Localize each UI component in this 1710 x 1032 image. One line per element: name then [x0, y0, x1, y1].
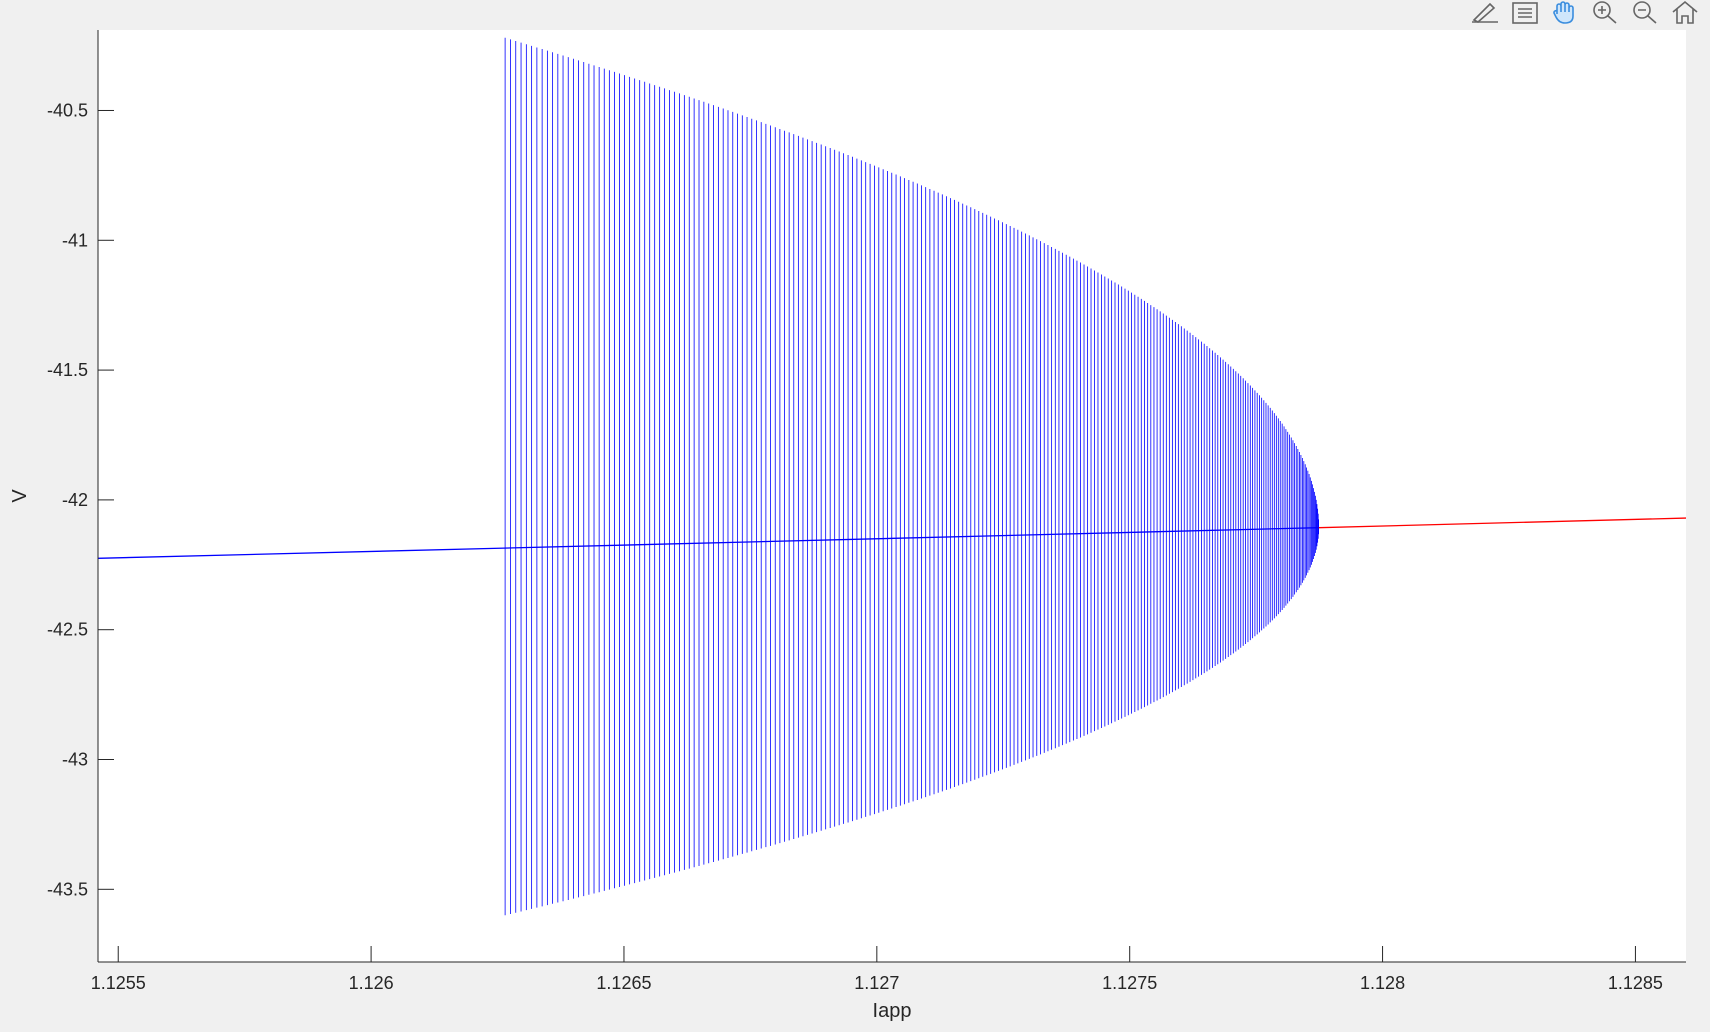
brush-icon — [1472, 2, 1498, 23]
y-axis-label: V — [9, 489, 31, 503]
x-tick-label: 1.128 — [1360, 973, 1405, 993]
pan-hand-icon — [1553, 1, 1574, 24]
x-tick-label: 1.126 — [349, 973, 394, 993]
zoom-in-icon — [1593, 1, 1617, 24]
y-tick-label: -40.5 — [47, 100, 88, 120]
stable-branch-line — [97, 527, 1319, 559]
chart-marks — [97, 37, 1687, 916]
x-tick-label: 1.127 — [854, 973, 899, 993]
home-tool[interactable] — [1666, 0, 1704, 26]
y-tick-label: -42 — [62, 490, 88, 510]
y-tick-label: -41 — [62, 230, 88, 250]
y-tick-label: -43.5 — [47, 879, 88, 899]
zoom-out-tool[interactable] — [1626, 0, 1664, 26]
axes-toolbar — [1466, 0, 1710, 26]
x-tick-label: 1.1255 — [91, 973, 146, 993]
zoom-out-icon — [1633, 1, 1657, 24]
brush-tool[interactable] — [1466, 0, 1504, 26]
axes: 1.1255 1.126 1.1265 1.127 1.1275 1.128 1.1285 -… — [47, 30, 1686, 993]
home-icon — [1672, 0, 1698, 24]
zoom-in-tool[interactable] — [1586, 0, 1624, 26]
unstable-branch-line — [1318, 517, 1687, 529]
x-tick-label: 1.1265 — [596, 973, 651, 993]
legend-tool[interactable] — [1506, 0, 1544, 26]
periodic-orbit-envelope — [504, 37, 1319, 916]
x-tick-label: 1.1285 — [1608, 973, 1663, 993]
pan-tool[interactable] — [1546, 0, 1584, 26]
x-axis-label: Iapp — [873, 1000, 912, 1022]
y-tick-label: -43 — [62, 750, 88, 770]
y-tick-label: -42.5 — [47, 620, 88, 640]
y-tick-label: -41.5 — [47, 360, 88, 380]
x-tick-label: 1.1275 — [1102, 973, 1157, 993]
legend-icon — [1512, 2, 1538, 24]
